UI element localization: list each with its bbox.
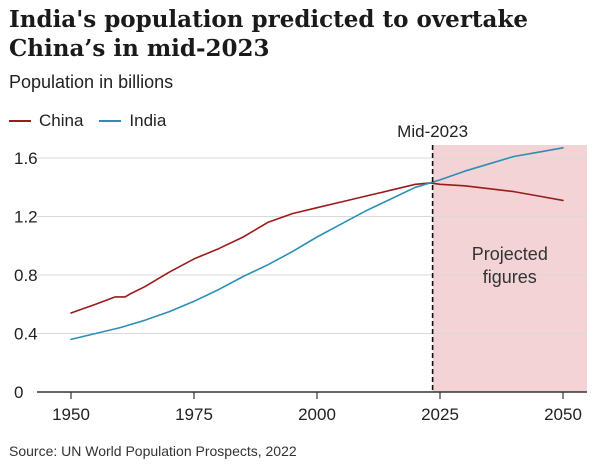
y-tick-label: 1.6 bbox=[14, 149, 38, 168]
y-tick-label: 1.2 bbox=[14, 208, 38, 227]
legend-swatch-china bbox=[9, 120, 31, 122]
x-tick-label: 2025 bbox=[421, 405, 459, 424]
x-tick-label: 2000 bbox=[298, 405, 336, 424]
series-line-china bbox=[70, 182, 564, 314]
y-tick-label: 0.8 bbox=[14, 266, 38, 285]
y-tick-label: 0 bbox=[14, 383, 23, 402]
chart-title: India's population predicted to overtake… bbox=[9, 6, 529, 62]
legend-swatch-india bbox=[99, 120, 122, 122]
projected-label-line2: figures bbox=[483, 267, 537, 287]
series-line-india bbox=[70, 147, 564, 341]
x-tick-label: 1975 bbox=[175, 405, 213, 424]
legend-label-china: China bbox=[39, 111, 84, 130]
projected-label-line1: Projected bbox=[472, 244, 548, 264]
legend-item-china: China bbox=[9, 111, 83, 131]
x-tick-label: 1950 bbox=[52, 405, 90, 424]
y-tick-label: 0.4 bbox=[14, 325, 38, 344]
mid-2023-label: Mid-2023 bbox=[397, 122, 468, 141]
x-tick-label: 2050 bbox=[544, 405, 582, 424]
legend-item-india: India bbox=[99, 111, 166, 131]
legend: China India bbox=[9, 111, 182, 131]
source-note: Source: UN World Population Prospects, 2… bbox=[9, 443, 297, 459]
chart-subtitle: Population in billions bbox=[9, 72, 174, 92]
legend-label-india: India bbox=[129, 111, 167, 130]
